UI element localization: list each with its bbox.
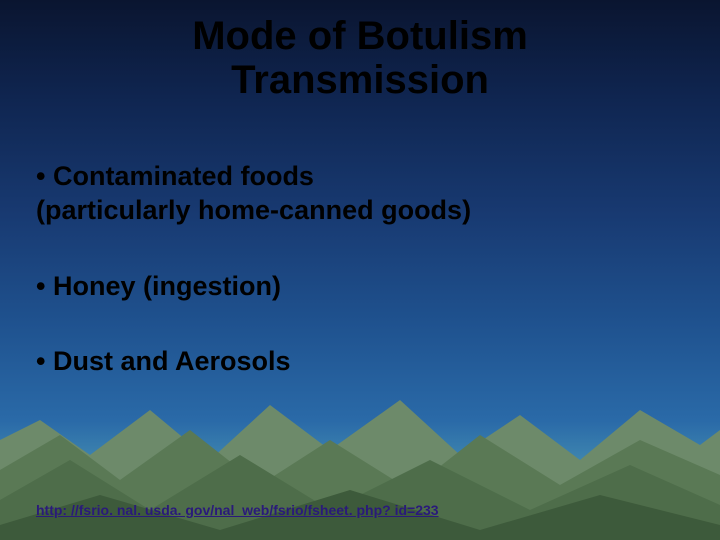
- title-line-2: Transmission: [231, 58, 489, 102]
- slide-body: • Contaminated foods (particularly home-…: [36, 160, 696, 421]
- slide-container: Mode of Botulism Transmission • Contamin…: [0, 0, 720, 540]
- slide-title: Mode of Botulism Transmission: [0, 14, 720, 102]
- source-link[interactable]: http: //fsrio. nal. usda. gov/nal_web/fs…: [36, 502, 439, 518]
- bullet-2: • Honey (ingestion): [36, 270, 696, 304]
- bullet-1-line-1: • Contaminated foods: [36, 160, 696, 194]
- bullet-1: • Contaminated foods (particularly home-…: [36, 160, 696, 228]
- bullet-3: • Dust and Aerosols: [36, 345, 696, 379]
- bullet-1-line-2: (particularly home-canned goods): [36, 194, 696, 228]
- title-line-1: Mode of Botulism: [192, 14, 528, 58]
